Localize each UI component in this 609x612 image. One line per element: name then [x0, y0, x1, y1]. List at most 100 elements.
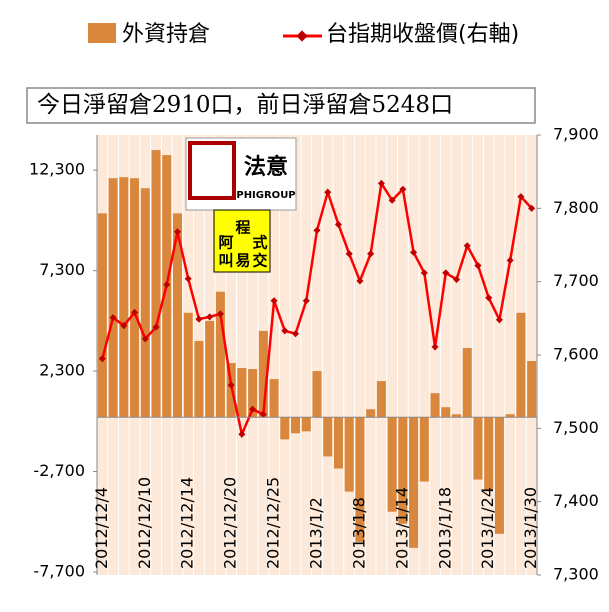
x-tick-label: 2013/1/24: [478, 487, 497, 569]
legend-label: 台指期收盤價(右軸): [326, 22, 519, 47]
bar: [97, 213, 107, 418]
marker: [98, 355, 106, 363]
bar: [494, 417, 504, 534]
bar: [258, 330, 268, 418]
marker: [109, 314, 117, 322]
bar: [130, 178, 140, 418]
marker: [195, 315, 203, 323]
bar: [323, 417, 333, 457]
bar: [215, 291, 225, 418]
x-tick-label: 2012/12/20: [221, 477, 240, 569]
y2-tick-label: 7,400: [553, 491, 599, 510]
bar: [505, 414, 515, 418]
marker: [292, 330, 300, 338]
y-tick-label: 2,300: [39, 361, 85, 380]
bar: [333, 417, 343, 469]
bar: [269, 379, 279, 418]
x-tick-label: 2013/1/18: [435, 487, 454, 569]
logo-text: PHIGROUP: [236, 190, 295, 201]
logo-text: 阿: [218, 234, 233, 252]
marker: [388, 196, 396, 204]
marker: [141, 335, 149, 343]
marker: [528, 204, 536, 212]
marker: [463, 242, 471, 250]
marker: [302, 297, 310, 305]
legend-marker: [296, 30, 308, 42]
marker: [367, 250, 375, 258]
marker: [410, 248, 418, 256]
y2-tick-label: 7,900: [553, 125, 599, 144]
x-tick-label: 2012/12/25: [264, 477, 283, 569]
marker: [184, 275, 192, 283]
logo: 法意 PHIGROUP 程 式 交 易 阿 叫: [185, 137, 297, 273]
bar: [301, 417, 311, 432]
bar: [248, 369, 258, 418]
legend-label: 外資持倉: [122, 22, 210, 47]
marker: [173, 228, 182, 236]
x-tick-label: 2012/12/14: [178, 477, 197, 569]
marker: [152, 323, 160, 331]
bar: [430, 393, 440, 418]
y2-tick-label: 7,500: [553, 418, 599, 437]
marker: [356, 277, 364, 285]
bar: [355, 417, 365, 542]
marker: [324, 188, 332, 196]
marker: [227, 381, 235, 389]
bar: [409, 417, 419, 548]
marker: [474, 261, 482, 270]
bar: [119, 177, 129, 418]
bar: [484, 417, 494, 490]
bar: [280, 417, 290, 440]
logo-text: 易: [235, 252, 250, 270]
logo-icon: [188, 141, 236, 200]
y-tick-label: -7,700: [33, 561, 85, 580]
bar: [108, 178, 118, 418]
marker: [506, 256, 514, 264]
marker: [131, 308, 139, 317]
x-tick-label: 2012/12/10: [135, 477, 154, 569]
legend-swatch: [88, 23, 116, 43]
y2-tick-label: 7,600: [553, 345, 599, 364]
bar: [419, 417, 429, 482]
bar: [441, 407, 451, 418]
marker: [334, 220, 342, 229]
bar: [387, 417, 397, 512]
annotation: 今日淨留倉2910口，前日淨留倉5248口: [37, 92, 453, 118]
marker: [517, 193, 525, 201]
y2-tick-label: 7,800: [553, 198, 599, 217]
marker: [452, 275, 461, 284]
marker: [270, 297, 278, 305]
bar: [398, 417, 408, 524]
marker: [259, 410, 267, 418]
x-tick-label: 2013/1/14: [392, 487, 411, 569]
bar: [237, 368, 247, 418]
logo-text: 程: [235, 219, 250, 237]
marker: [399, 185, 407, 193]
bar: [516, 312, 526, 418]
marker: [313, 226, 321, 234]
y-tick-label: 12,300: [29, 160, 85, 179]
marker: [249, 405, 257, 413]
logo-text: 交: [252, 252, 267, 270]
logo-box: [213, 209, 271, 273]
bar: [452, 414, 462, 418]
x-tick-label: 2012/12/4: [92, 487, 111, 569]
x-tick-label: 2013/1/2: [307, 497, 326, 569]
marker: [163, 281, 171, 289]
logo-text: 叫: [218, 252, 233, 270]
bar: [473, 417, 483, 480]
bar: [151, 150, 161, 418]
plot: -7,700 -2,700 2,300 7,300 12,300 7,300 7,400 7,…: [29, 125, 599, 584]
bar: [140, 188, 150, 418]
x-tick-label: 2013/1/8: [349, 497, 368, 569]
annotation-box: [26, 87, 536, 124]
logo-text: 法意: [244, 154, 288, 180]
marker: [431, 343, 439, 351]
marker: [345, 250, 353, 258]
bar: [344, 417, 354, 492]
bar: [205, 320, 215, 418]
marker: [377, 179, 385, 187]
marker: [206, 313, 214, 321]
